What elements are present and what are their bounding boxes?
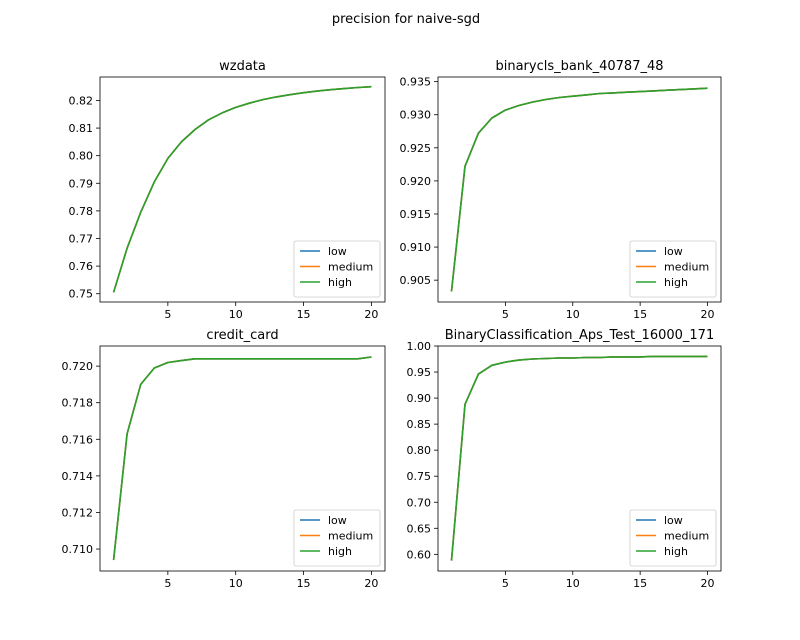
axes-frame	[99, 76, 386, 303]
axes-frame	[99, 345, 386, 572]
y-tick-label: 0.81	[69, 122, 94, 135]
legend-label-low: low	[664, 245, 683, 258]
legend-label-medium: medium	[328, 530, 373, 543]
x-tick-label: 10	[566, 308, 580, 321]
y-tick-label: 0.75	[69, 288, 94, 301]
x-tick-label: 15	[297, 577, 311, 590]
legend-label-high: high	[664, 276, 688, 289]
series-line-high	[112, 356, 372, 561]
subplot-title: wzdata	[219, 59, 266, 74]
legend-label-low: low	[664, 514, 683, 527]
y-tick-label: 0.60	[407, 548, 432, 561]
subplot-1: wzdata 5 10 15 20 0.75 0.76 0.77 0.78 0.79 0.80 0.8…	[69, 59, 386, 321]
y-tick-label: 0.65	[407, 522, 432, 535]
y-tick-label: 0.712	[62, 506, 94, 519]
subplot-title: credit_card	[206, 328, 278, 343]
subplot-title: binarycls_bank_40787_48	[495, 59, 663, 74]
series-line-high	[112, 85, 372, 293]
x-tick-label: 10	[229, 577, 243, 590]
y-tick-label: 0.710	[62, 543, 94, 556]
legend-label-low: low	[328, 514, 347, 527]
y-tick-label: 0.925	[400, 142, 432, 155]
y-tick-label: 0.80	[69, 150, 94, 163]
x-tick-label: 5	[502, 577, 509, 590]
legend-box	[629, 240, 717, 298]
y-tick-label: 0.90	[407, 392, 432, 405]
legend-label-high: high	[328, 545, 352, 558]
x-tick-label: 15	[633, 308, 647, 321]
y-tick-label: 0.930	[400, 109, 432, 122]
legend-label-high: high	[664, 545, 688, 558]
y-tick-label: 0.915	[400, 208, 432, 221]
subplot-title: BinaryClassification_Aps_Test_16000_171	[445, 328, 714, 343]
subplot-4: BinaryClassification_Aps_Test_16000_171 5…	[407, 328, 722, 590]
y-tick-label: 0.716	[62, 433, 94, 446]
legend: low medium high	[629, 240, 717, 298]
legend-label-high: high	[328, 276, 352, 289]
y-tick-label: 0.85	[407, 418, 432, 431]
legend: low medium high	[629, 509, 717, 567]
axes-frame	[437, 76, 722, 303]
y-tick-label: 0.95	[407, 366, 432, 379]
y-tick-label: 0.920	[400, 175, 432, 188]
y-tick-label: 0.718	[62, 397, 94, 410]
x-tick-label: 10	[229, 308, 243, 321]
y-tick-label: 0.75	[407, 470, 432, 483]
y-tick-label: 0.80	[407, 444, 432, 457]
y-tick-label: 0.935	[400, 76, 432, 89]
series-line-high	[450, 87, 708, 292]
legend-label-low: low	[328, 245, 347, 258]
x-tick-label: 5	[164, 308, 171, 321]
x-tick-label: 5	[164, 577, 171, 590]
x-tick-label: 20	[364, 577, 378, 590]
x-tick-label: 20	[701, 308, 715, 321]
legend-box	[293, 240, 381, 298]
y-tick-label: 0.79	[69, 177, 94, 190]
x-tick-label: 15	[633, 577, 647, 590]
y-tick-label: 0.78	[69, 205, 94, 218]
legend: low medium high	[293, 240, 381, 298]
figure-title: precision for naive-sgd	[332, 12, 480, 27]
x-tick-label: 20	[364, 308, 378, 321]
x-tick-label: 15	[297, 308, 311, 321]
subplot-3: credit_card 5 10 15 20 0.710 0.712 0.714 0.716 0.…	[62, 328, 386, 590]
legend: low medium high	[293, 509, 381, 567]
legend-box	[629, 509, 717, 567]
x-tick-label: 20	[701, 577, 715, 590]
y-tick-label: 0.77	[69, 233, 94, 246]
x-tick-label: 10	[566, 577, 580, 590]
y-tick-label: 0.910	[400, 241, 432, 254]
subplot-2: binarycls_bank_40787_48 5 10 15 20 0.905 0.910…	[400, 59, 722, 321]
y-tick-label: 0.905	[400, 274, 432, 287]
y-tick-label: 0.720	[62, 360, 94, 373]
x-tick-label: 5	[502, 308, 509, 321]
series-line-high	[450, 355, 708, 561]
y-tick-label: 0.714	[62, 470, 94, 483]
y-tick-label: 0.76	[69, 260, 94, 273]
legend-label-medium: medium	[664, 530, 709, 543]
y-tick-label: 0.70	[407, 496, 432, 509]
y-tick-label: 0.82	[69, 94, 94, 107]
legend-box	[293, 509, 381, 567]
y-tick-label: 1.00	[407, 340, 432, 353]
axes-frame	[437, 345, 722, 572]
legend-label-medium: medium	[328, 261, 373, 274]
legend-label-medium: medium	[664, 261, 709, 274]
